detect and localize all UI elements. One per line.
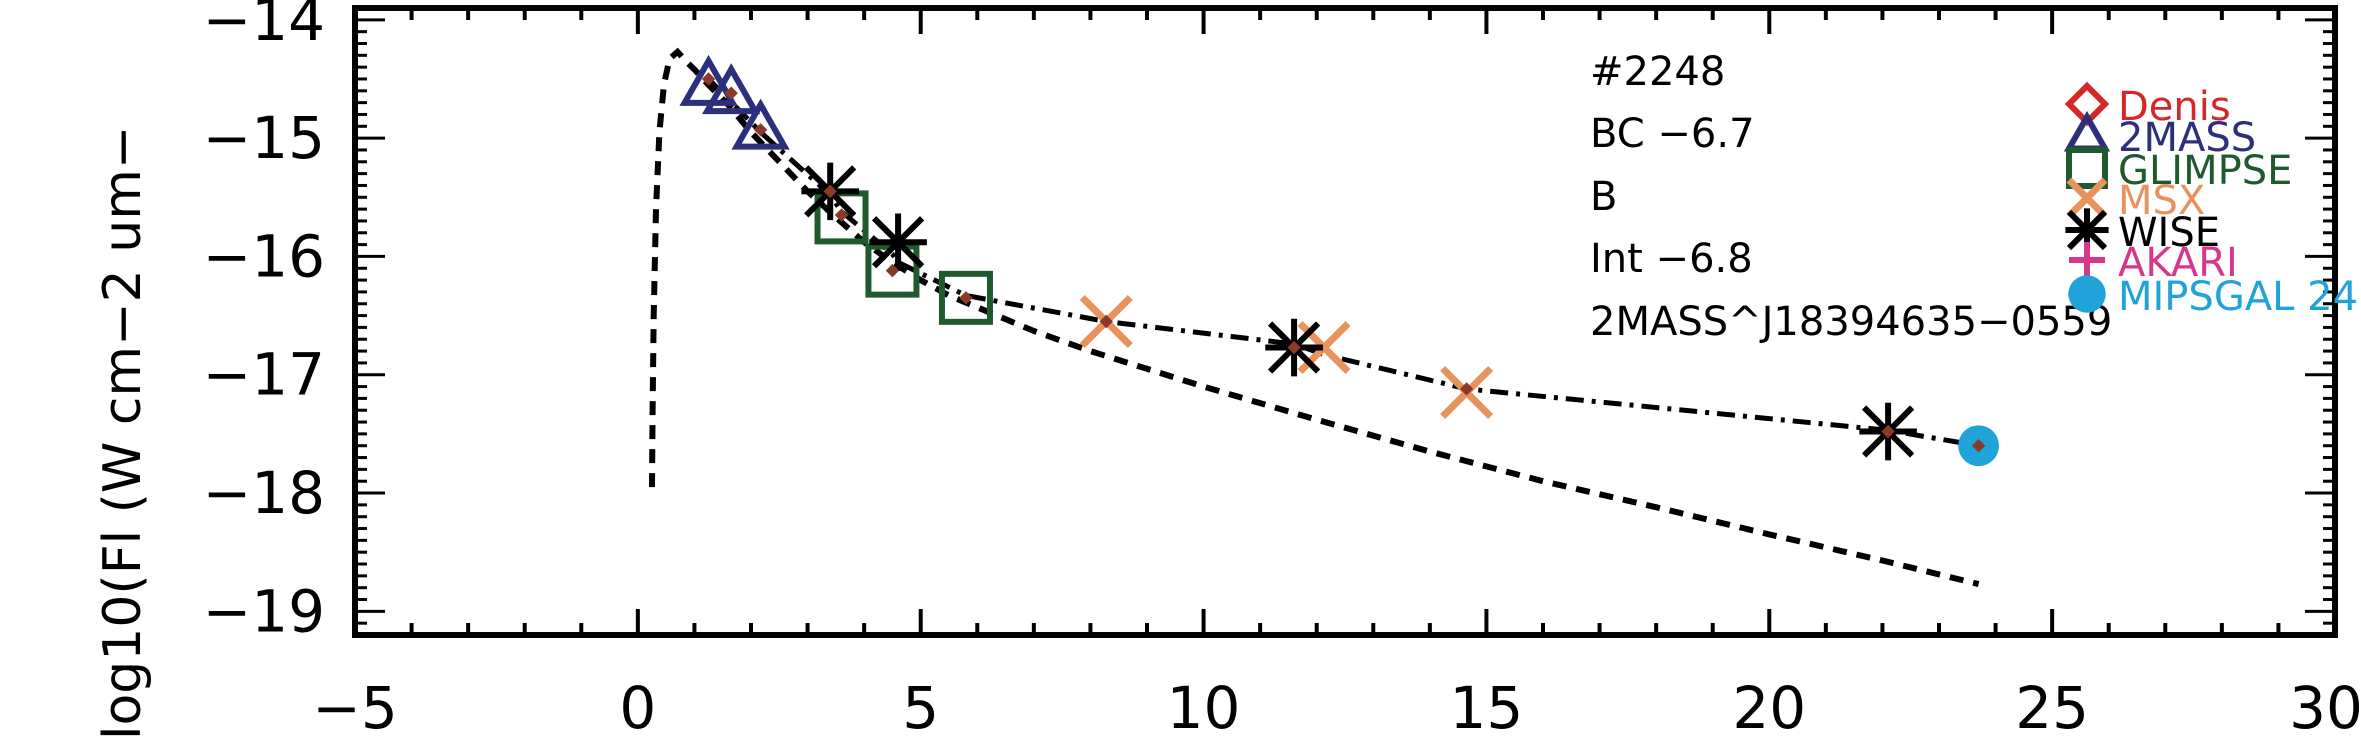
fit-point [885, 263, 900, 278]
fit-point [959, 291, 973, 305]
legend-label: MSX [2118, 178, 2205, 224]
y-axis-label: log10(Fl (W cm−2 um− [93, 126, 153, 740]
x-tick-label: 0 [619, 674, 656, 742]
legend-label: AKARI [2118, 240, 2238, 286]
annotation-text: 2MASS^J18394635−0559 [1590, 299, 2112, 345]
y-tick-label: −19 [203, 577, 325, 645]
data-point-triangle-shape [731, 98, 790, 150]
x-tick-label: 10 [1167, 674, 1241, 742]
y-tick-labels: −14 −15 −16 −17 −18 −19 [203, 0, 325, 645]
fit-point [1459, 382, 1474, 396]
legend-label: Denis [2118, 84, 2231, 130]
x-tick-label: 20 [1732, 674, 1806, 742]
legend-marker-circle [2068, 275, 2106, 313]
legend-label: 2MASS [2118, 115, 2256, 161]
x-tick-label: 30 [2289, 674, 2361, 742]
legend-marker-x [2066, 177, 2108, 219]
y-tick-label: −15 [203, 104, 325, 172]
fit-point [1099, 314, 1113, 329]
y-tick-label: −18 [203, 459, 325, 527]
legend-marker-plus [2069, 242, 2105, 278]
fit-point [1881, 424, 1895, 439]
fit-point [701, 72, 716, 86]
annotation-text: Int −6.8 [1590, 236, 1753, 282]
data-point-square [938, 270, 993, 325]
annotation-text: B [1590, 174, 1617, 220]
data-point-square-shape [938, 270, 993, 325]
fit-point [1287, 340, 1301, 355]
y-tick-label: −14 [203, 0, 325, 54]
x-tick-label: 5 [902, 674, 939, 742]
fit-point [834, 208, 849, 222]
y-axis-title: log10(Fl (W cm−2 um− [93, 126, 153, 740]
data-point-triangle [702, 63, 761, 115]
fit-point [1971, 439, 1986, 453]
legend-marker-triangle-shape [2063, 110, 2111, 152]
x-tick-label: −5 [312, 674, 398, 742]
legend-marker-square [2066, 147, 2108, 189]
fit-point [823, 184, 837, 199]
x-tick-labels: −5 0 5 10 15 20 25 30 [312, 674, 2361, 742]
legend-marker-x-stroke [2066, 177, 2108, 219]
plot-axes [352, 5, 2338, 638]
annotation-text: #2248 [1590, 49, 1725, 95]
legend-label: GLIMPSE [2118, 148, 2292, 194]
y-tick-label: −17 [203, 341, 325, 409]
annotations: #2248 BC −6.7 B Int −6.8 2MASS^J18394635−055… [1590, 49, 2112, 345]
fit-points [701, 72, 1986, 453]
legend-label: WISE [2118, 210, 2220, 256]
y-tick-label: −16 [203, 222, 325, 290]
legend-label: MIPSGAL 24 [2118, 274, 2358, 320]
data-point-triangle-shape [702, 63, 761, 115]
legend-marker-circle-shape [2068, 275, 2106, 313]
fit-point [753, 123, 768, 137]
annotation-text: BC −6.7 [1590, 111, 1755, 157]
x-tick-label: 15 [1450, 674, 1524, 742]
data-markers [679, 54, 1999, 467]
legend-marker-triangle [2063, 110, 2111, 152]
x-tick-label: 25 [2015, 674, 2089, 742]
plot-frame [352, 5, 2338, 638]
fit-point [724, 86, 738, 100]
data-point-triangle [731, 98, 790, 150]
legend-marker-square-shape [2066, 147, 2108, 189]
data-point-asterisk [869, 213, 927, 272]
